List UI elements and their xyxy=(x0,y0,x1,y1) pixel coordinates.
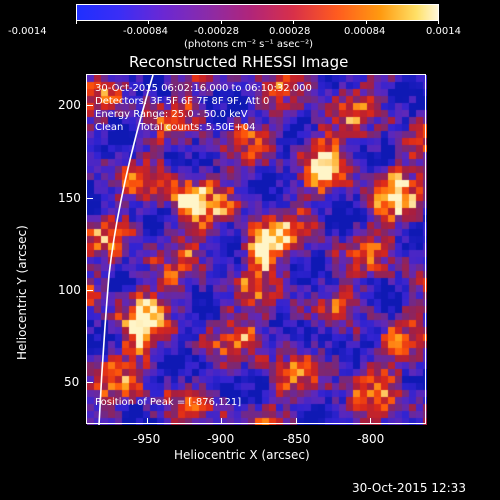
y-tick-label: 150 xyxy=(58,191,81,205)
footer-timestamp: 30-Oct-2015 12:33 xyxy=(352,481,466,495)
colorbar-tick-label: -0.0014 xyxy=(8,26,47,37)
y-tick-mark xyxy=(87,290,93,291)
time-range-text: 30-Oct-2015 06:02:16.000 to 06:10:32.000 xyxy=(95,83,312,94)
colorbar-tick-mark xyxy=(148,20,149,24)
colorbar xyxy=(76,4,439,21)
solar-limb-line xyxy=(98,75,154,425)
colorbar-tick-label: -0.00028 xyxy=(194,26,239,37)
y-axis-label: Heliocentric Y (arcsec) xyxy=(15,225,29,360)
colorbar-tick-label: 0.00084 xyxy=(344,26,386,37)
y-tick-label: 100 xyxy=(58,283,81,297)
x-tick-label: -800 xyxy=(357,432,385,446)
x-tick-label: -850 xyxy=(283,432,311,446)
detectors-text: Detectors: 3F 5F 6F 7F 8F 9F, Att 0 xyxy=(95,96,270,107)
x-tick-mark xyxy=(370,418,371,424)
x-tick-label: -950 xyxy=(133,432,161,446)
y-tick-label: 50 xyxy=(64,375,80,389)
colorbar-tick-mark xyxy=(366,20,367,24)
y-tick-label: 200 xyxy=(58,98,81,112)
x-tick-mark xyxy=(221,418,222,424)
heatmap-area xyxy=(87,75,427,425)
colorbar-tick-mark xyxy=(221,20,222,24)
colorbar-tick-mark xyxy=(438,20,439,24)
peak-position-text: Position of Peak = [-876,121] xyxy=(95,397,242,408)
y-tick-mark xyxy=(87,198,93,199)
clean-counts-text: Clean Total counts: 5.50E+04 xyxy=(95,122,256,133)
colorbar-tick-label: -0.00084 xyxy=(123,26,168,37)
limb-overlay xyxy=(98,75,154,425)
colorbar-tick-label: 0.00028 xyxy=(269,26,311,37)
colorbar-units-label: (photons cm⁻² s⁻¹ asec⁻²) xyxy=(184,39,314,50)
plot-title: Reconstructed RHESSI Image xyxy=(129,53,349,71)
energy-range-text: Energy Range: 25.0 - 50.0 keV xyxy=(95,109,248,120)
y-tick-mark xyxy=(87,105,93,106)
colorbar-tick-label: 0.0014 xyxy=(426,26,461,37)
heatmap-canvas xyxy=(87,75,427,425)
colorbar-tick-mark xyxy=(293,20,294,24)
x-tick-mark xyxy=(296,418,297,424)
colorbar-tick-mark xyxy=(76,20,77,24)
x-tick-label: -900 xyxy=(207,432,235,446)
x-tick-mark xyxy=(147,418,148,424)
x-axis-label: Heliocentric X (arcsec) xyxy=(174,448,310,462)
y-tick-mark xyxy=(87,382,93,383)
